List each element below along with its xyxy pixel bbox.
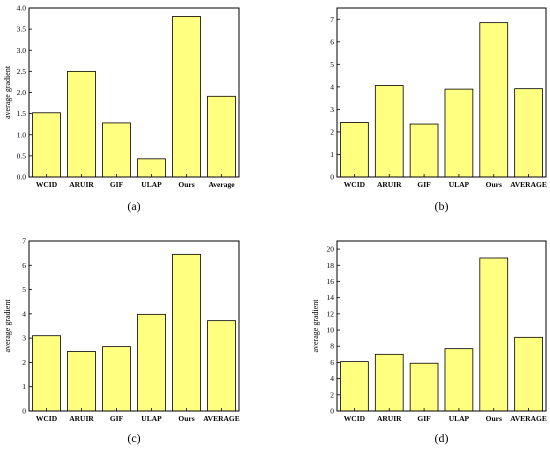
y-tick-label: 3 [22, 334, 26, 343]
y-tick-label: 3 [330, 105, 334, 114]
y-tick-label: 10 [327, 326, 335, 335]
y-tick-label: 4 [330, 374, 334, 383]
bar-aruir [374, 353, 404, 412]
bar-wcid [340, 122, 369, 178]
bar-aruir [67, 351, 96, 412]
x-tick-label: GIF [110, 180, 124, 189]
plot-frame [28, 240, 240, 412]
y-tick-label: 4 [22, 309, 26, 318]
y-tick-label: 6 [330, 358, 334, 367]
bar-aruir [67, 70, 96, 178]
bar-ours [479, 257, 509, 412]
y-tick-label: 5 [330, 60, 334, 69]
panel-label: (a) [127, 199, 140, 213]
y-tick-label: 0 [330, 173, 334, 182]
x-tick-label: ARUIR [69, 180, 94, 189]
bar-gif [102, 122, 131, 178]
y-tick-label: 1 [330, 150, 334, 159]
chart-panel-1: 0.0 0.5 1.0 1.5 2.0 2.5 3.0 3.5 4.0 WCID ARUIR GIF U… [3, 4, 240, 213]
y-tick-label: 2.5 [17, 67, 27, 76]
y-tick-label: 3.5 [17, 25, 27, 34]
x-tick-label: AVERAGE [510, 180, 547, 189]
y-tick-label: 1 [22, 382, 26, 391]
x-tick-label: GIF [110, 414, 124, 423]
bar-ulap [444, 88, 474, 178]
x-tick-label: WCID [36, 180, 58, 189]
chart-panel-4: 0 2 4 6 8 10 12 14 16 18 20 WCID ARUIR GIF ULAP Ours AVE… [311, 240, 547, 445]
x-tick-label: WCID [344, 180, 366, 189]
y-tick-label: 6 [330, 37, 334, 46]
chart-panel-3: 0 1 2 3 4 5 6 7 WCID ARUIR GIF ULAP Ours AVERAGE avera… [3, 237, 240, 446]
x-tick-label: Ours [178, 180, 194, 189]
x-tick-label: GIF [417, 180, 431, 189]
y-tick-label: 0.5 [17, 151, 27, 160]
y-tick-label: 0 [22, 407, 26, 416]
y-tick-label: 0 [330, 407, 334, 416]
plot-frame [336, 7, 547, 178]
bar-wcid [32, 112, 61, 178]
x-tick-label: AVERAGE [510, 414, 547, 423]
y-tick-label: 2 [330, 390, 334, 399]
x-tick-label: Ours [486, 180, 502, 189]
y-tick-label: 8 [330, 342, 334, 351]
y-tick-label: 20 [327, 245, 335, 254]
x-tick-label: GIF [417, 414, 431, 423]
y-tick-label: 6 [22, 261, 26, 270]
y-tick-label: 7 [330, 15, 334, 24]
x-tick-label: Average [208, 180, 235, 189]
x-tick-label: ARUIR [69, 414, 94, 423]
y-tick-label: 16 [327, 277, 335, 286]
bar-gif [409, 362, 439, 412]
panel-label: (c) [127, 431, 140, 445]
plot-frame [336, 240, 547, 412]
x-tick-label: ULAP [141, 414, 162, 423]
y-axis-label: average gradient [3, 65, 12, 119]
y-tick-label: 7 [22, 237, 26, 246]
bar-wcid [32, 335, 61, 412]
y-tick-label: 18 [327, 261, 335, 270]
bar-ours [172, 253, 201, 412]
y-tick-label: 1.0 [17, 130, 27, 139]
y-tick-label: 5 [22, 285, 26, 294]
y-axis-label: average gradient [311, 299, 320, 353]
x-tick-label: ULAP [449, 180, 470, 189]
bar-aruir [374, 85, 404, 178]
x-tick-label: ULAP [449, 414, 470, 423]
chart-panel-2: 0 1 2 3 4 5 6 7 WCID ARUIR GIF ULAP Ours AVERAGE (b) [330, 7, 547, 213]
panel-label: (b) [435, 199, 449, 213]
y-tick-label: 4.0 [17, 4, 27, 13]
bar-average [514, 336, 543, 412]
x-tick-label: ARUIR [377, 414, 402, 423]
y-tick-label: 2 [330, 127, 334, 136]
bar-average [514, 88, 543, 178]
x-tick-label: Ours [178, 414, 194, 423]
bar-ulap [137, 313, 166, 412]
y-tick-label: 12 [327, 309, 335, 318]
x-tick-label: WCID [36, 414, 58, 423]
bar-average [207, 320, 236, 412]
y-tick-label: 3.0 [17, 46, 27, 55]
bar-average [207, 95, 236, 178]
bar-ours [172, 16, 201, 178]
x-tick-label: WCID [344, 414, 366, 423]
bar-ours [479, 22, 509, 178]
y-axis-label: average gradient [3, 299, 12, 353]
bar-ulap [444, 348, 474, 412]
bar-gif [409, 123, 439, 178]
y-tick-label: 4 [330, 82, 334, 91]
panel-label: (d) [435, 431, 449, 445]
x-tick-label: AVERAGE [203, 414, 240, 423]
y-tick-label: 0.0 [17, 173, 27, 182]
x-tick-label: Ours [486, 414, 502, 423]
y-tick-label: 1.5 [17, 109, 27, 118]
y-tick-label: 2 [22, 358, 26, 367]
bar-wcid [340, 361, 369, 412]
bar-gif [102, 346, 131, 412]
x-tick-label: ARUIR [377, 180, 402, 189]
x-tick-label: ULAP [141, 180, 162, 189]
y-tick-label: 14 [327, 293, 335, 302]
y-tick-label: 2.0 [17, 88, 27, 97]
